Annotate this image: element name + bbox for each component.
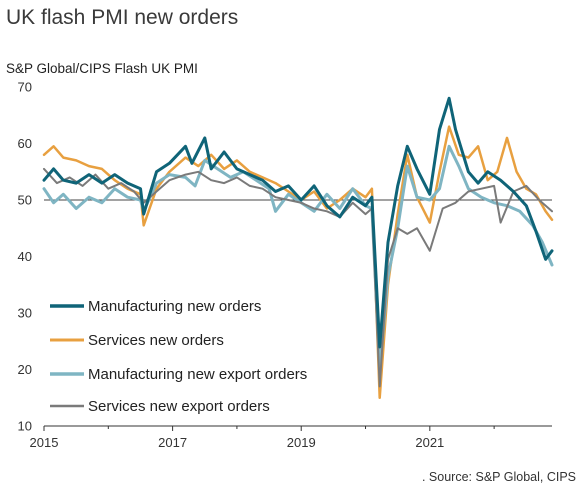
y-tick-label: 10 bbox=[18, 419, 32, 434]
series-line-4 bbox=[43, 167, 553, 388]
x-tick-label: 2017 bbox=[158, 435, 187, 450]
y-tick-label: 50 bbox=[18, 193, 32, 208]
y-tick-label: 40 bbox=[18, 249, 32, 264]
y-tick-label: 20 bbox=[18, 362, 32, 377]
x-tick-label: 2019 bbox=[287, 435, 316, 450]
x-tick-label: 2015 bbox=[30, 435, 59, 450]
x-tick-label: 2021 bbox=[415, 435, 444, 450]
chart-title: UK flash PMI new orders bbox=[6, 6, 238, 29]
y-tick-label: 70 bbox=[18, 80, 32, 95]
series-line-2 bbox=[42, 125, 554, 400]
legend-label-1: Manufacturing new orders bbox=[88, 298, 261, 315]
legend-label-2: Services new orders bbox=[88, 332, 224, 349]
series-line-1 bbox=[42, 96, 554, 349]
chart-subtitle: S&P Global/CIPS Flash UK PMI bbox=[6, 61, 198, 76]
legend-label-3: Manufacturing new export orders bbox=[88, 366, 307, 383]
axes-layer: 10 20 30 40 50 60 70 2015 2017 2019 2021 bbox=[18, 80, 552, 450]
y-tick-label: 60 bbox=[18, 136, 32, 151]
chart-source: . Source: S&P Global, CIPS bbox=[422, 470, 576, 484]
legend-label-4: Services new export orders bbox=[88, 398, 270, 415]
legend: Manufacturing new orders Services new ord… bbox=[50, 298, 307, 415]
series-layer bbox=[42, 96, 554, 400]
series-line-3 bbox=[42, 144, 554, 371]
y-tick-label: 30 bbox=[18, 306, 32, 321]
